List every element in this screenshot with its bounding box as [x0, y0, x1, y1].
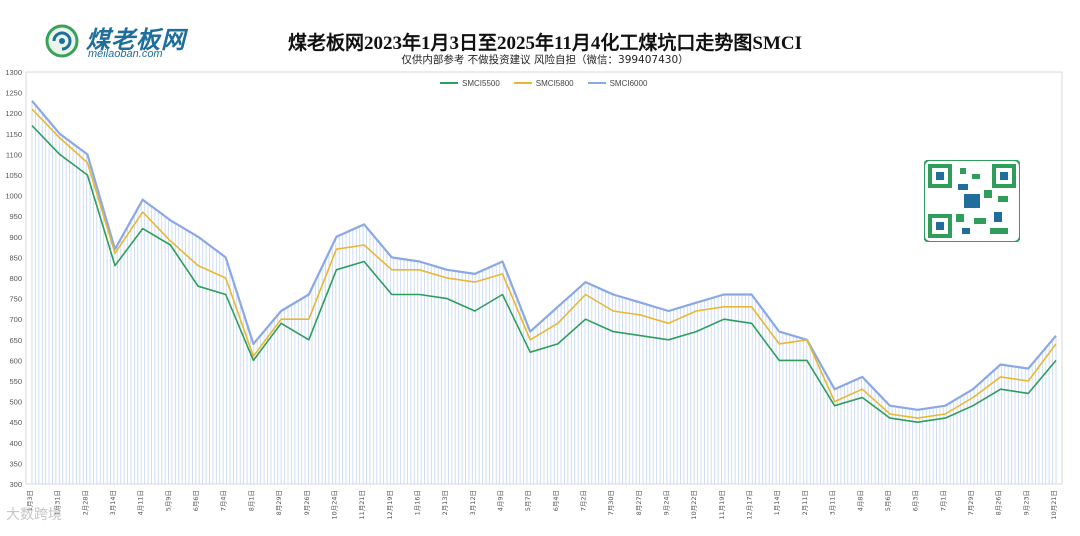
x-tick-label: 7月1日 [939, 490, 947, 511]
x-tick-label: 3月11日 [829, 490, 837, 515]
x-tick-label: 8月1日 [247, 490, 255, 511]
x-tick-label: 12月19日 [386, 490, 394, 520]
y-tick-label: 850 [9, 253, 22, 262]
x-tick-label: 10月24日 [330, 490, 338, 520]
y-tick-label: 600 [9, 356, 22, 365]
x-tick-label: 9月26日 [303, 490, 311, 515]
x-tick-label: 7月30日 [607, 490, 615, 515]
legend-swatch-smci6000 [587, 82, 606, 84]
logo-icon [45, 24, 79, 58]
x-tick-label: 8月26日 [995, 490, 1003, 515]
series-line-smci5800 [31, 108, 1057, 419]
legend-item-smci5500: SMCI5500 [440, 77, 500, 89]
x-tick-label: 1月16日 [413, 490, 421, 515]
y-tick-label: 550 [9, 377, 22, 386]
x-tick-label: 6月4日 [552, 490, 560, 511]
x-tick-label: 5月7日 [524, 490, 532, 511]
y-tick-label: 450 [9, 418, 22, 427]
x-tick-label: 11月19日 [718, 490, 726, 520]
legend-swatch-smci5800 [513, 82, 532, 84]
x-tick-label: 7月4日 [220, 490, 228, 511]
x-tick-label: 9月23日 [1022, 490, 1030, 515]
series-line-smci6000 [31, 100, 1057, 411]
x-tick-label: 2月11日 [801, 490, 809, 515]
x-tick-label: 7月2日 [580, 490, 588, 511]
legend: SMCI5500 SMCI5800 SMCI6000 [440, 77, 647, 89]
x-tick-label: 8月29日 [275, 490, 283, 515]
y-tick-label: 1050 [5, 171, 22, 180]
y-tick-label: 300 [9, 480, 22, 489]
legend-label-smci5800: SMCI5800 [535, 78, 574, 88]
y-tick-label: 400 [9, 439, 22, 448]
y-tick-label: 500 [9, 398, 22, 407]
x-tick-label: 2月13日 [441, 490, 449, 515]
x-tick-label: 6月3日 [912, 490, 920, 511]
legend-swatch-smci5500 [440, 82, 458, 84]
x-tick-label: 2月28日 [81, 490, 89, 515]
y-tick-label: 800 [9, 274, 22, 283]
y-tick-label: 650 [9, 336, 22, 345]
logo-text-en: meilaoban.com [88, 48, 163, 60]
y-tick-label: 1150 [6, 130, 22, 139]
y-tick-label: 1000 [5, 192, 22, 201]
y-tick-label: 350 [9, 459, 22, 468]
x-tick-label: 10月22日 [690, 490, 698, 520]
x-tick-label: 8月27日 [635, 490, 643, 515]
x-tick-label: 12月17日 [746, 490, 754, 520]
chart-title: 煤老板网2023年1月3日至2025年11月4化工煤坑口走势图SMCI [287, 33, 803, 54]
y-tick-label: 700 [9, 315, 22, 324]
x-tick-label: 4月8日 [856, 490, 864, 511]
logo-text-cn: 煤老板网 [86, 25, 186, 54]
legend-label-smci6000: SMCI6000 [609, 78, 648, 88]
x-tick-label: 5月6日 [884, 490, 892, 511]
y-tick-label: 1250 [5, 89, 22, 98]
x-tick-label: 5月9日 [164, 490, 172, 511]
y-tick-label: 900 [9, 233, 22, 242]
y-tick-label: 1100 [6, 150, 22, 159]
watermark: 大数跨境 [6, 507, 62, 523]
qr-code-icon [924, 160, 1020, 242]
x-tick-label: 6月6日 [192, 490, 200, 511]
x-tick-label: 4月9日 [496, 490, 504, 511]
x-tick-label: 1月31日 [54, 490, 62, 515]
logo: 煤老板网 meilaoban.com [44, 22, 234, 64]
x-tick-label: 3月12日 [469, 490, 477, 515]
chart-subtitle: 仅供内部参考 不做投资建议 风险自担（微信：399407430） [401, 54, 689, 66]
x-tick-label: 10月21日 [1050, 490, 1058, 520]
x-tick-label: 9月24日 [663, 490, 671, 515]
x-tick-label: 7月29日 [967, 490, 975, 515]
x-tick-label: 1月3日 [26, 490, 34, 511]
x-tick-label: 4月11日 [137, 490, 145, 515]
x-tick-label: 3月14日 [109, 490, 117, 515]
y-tick-label: 1300 [5, 68, 22, 77]
legend-item-smci5800: SMCI5800 [513, 77, 574, 89]
legend-label-smci5500: SMCI5500 [462, 78, 500, 88]
x-tick-label: 1月14日 [773, 490, 781, 515]
legend-item-smci6000: SMCI6000 [587, 77, 648, 89]
x-tick-label: 11月21日 [358, 490, 366, 520]
series-line-smci5500 [31, 125, 1057, 424]
y-tick-label: 1200 [5, 109, 22, 118]
y-tick-label: 950 [9, 212, 22, 221]
y-tick-label: 750 [9, 295, 22, 304]
